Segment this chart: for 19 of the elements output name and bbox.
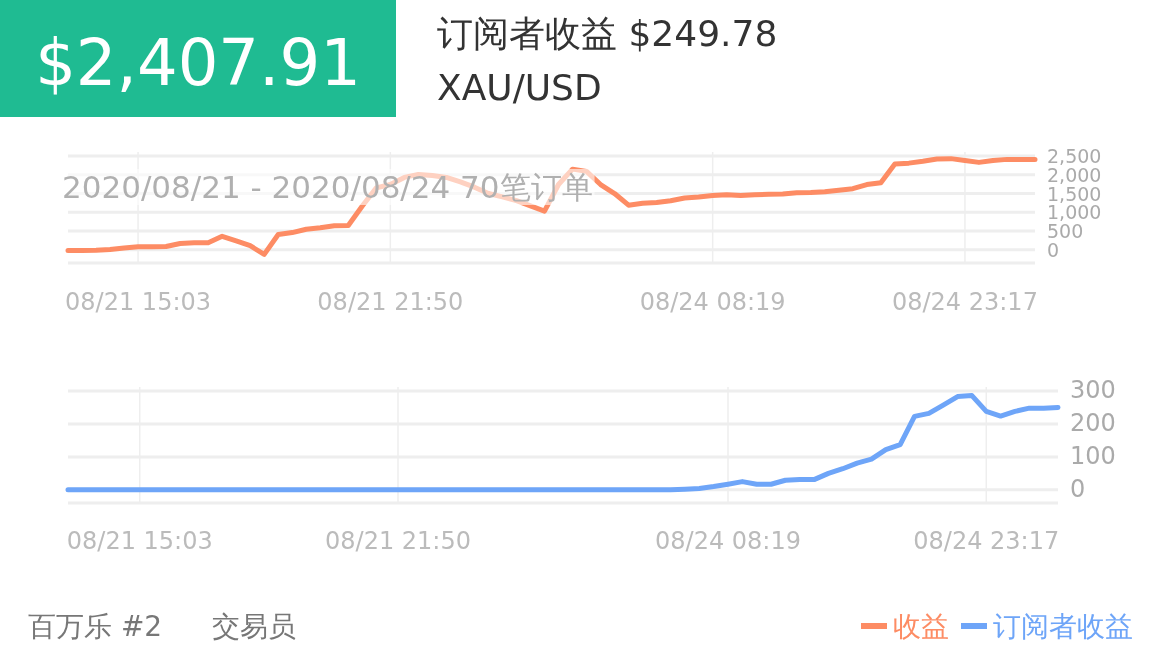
x-tick-label: 08/24 08:19 — [655, 527, 801, 555]
text: XAU/USD — [437, 67, 602, 108]
text: 订阅者收益 $249.78 — [437, 13, 778, 54]
x-tick-label: 08/24 08:19 — [639, 288, 786, 316]
x-tick-label: 08/24 23:17 — [913, 527, 1060, 555]
legend-label: 收益 — [893, 610, 949, 643]
text: 交易员 — [212, 610, 296, 643]
x-tick-label: 08/24 23:17 — [891, 288, 1038, 316]
y-tick-label: 100 — [1070, 441, 1116, 470]
x-tick-label: 08/21 15:03 — [66, 527, 213, 555]
x-tick-label: 08/21 15:03 — [65, 288, 212, 316]
x-tick-label: 08/21 21:50 — [317, 288, 464, 316]
x-tick-label: 08/21 21:50 — [325, 527, 471, 555]
text: $2,407.91 — [35, 26, 361, 100]
legend-label: 订阅者收益 — [993, 610, 1133, 643]
text: 百万乐 #2 — [28, 610, 163, 643]
y-tick-label: 300 — [1070, 376, 1116, 404]
y-tick-label: 200 — [1070, 408, 1116, 437]
y-tick-label: 0 — [1070, 474, 1086, 503]
